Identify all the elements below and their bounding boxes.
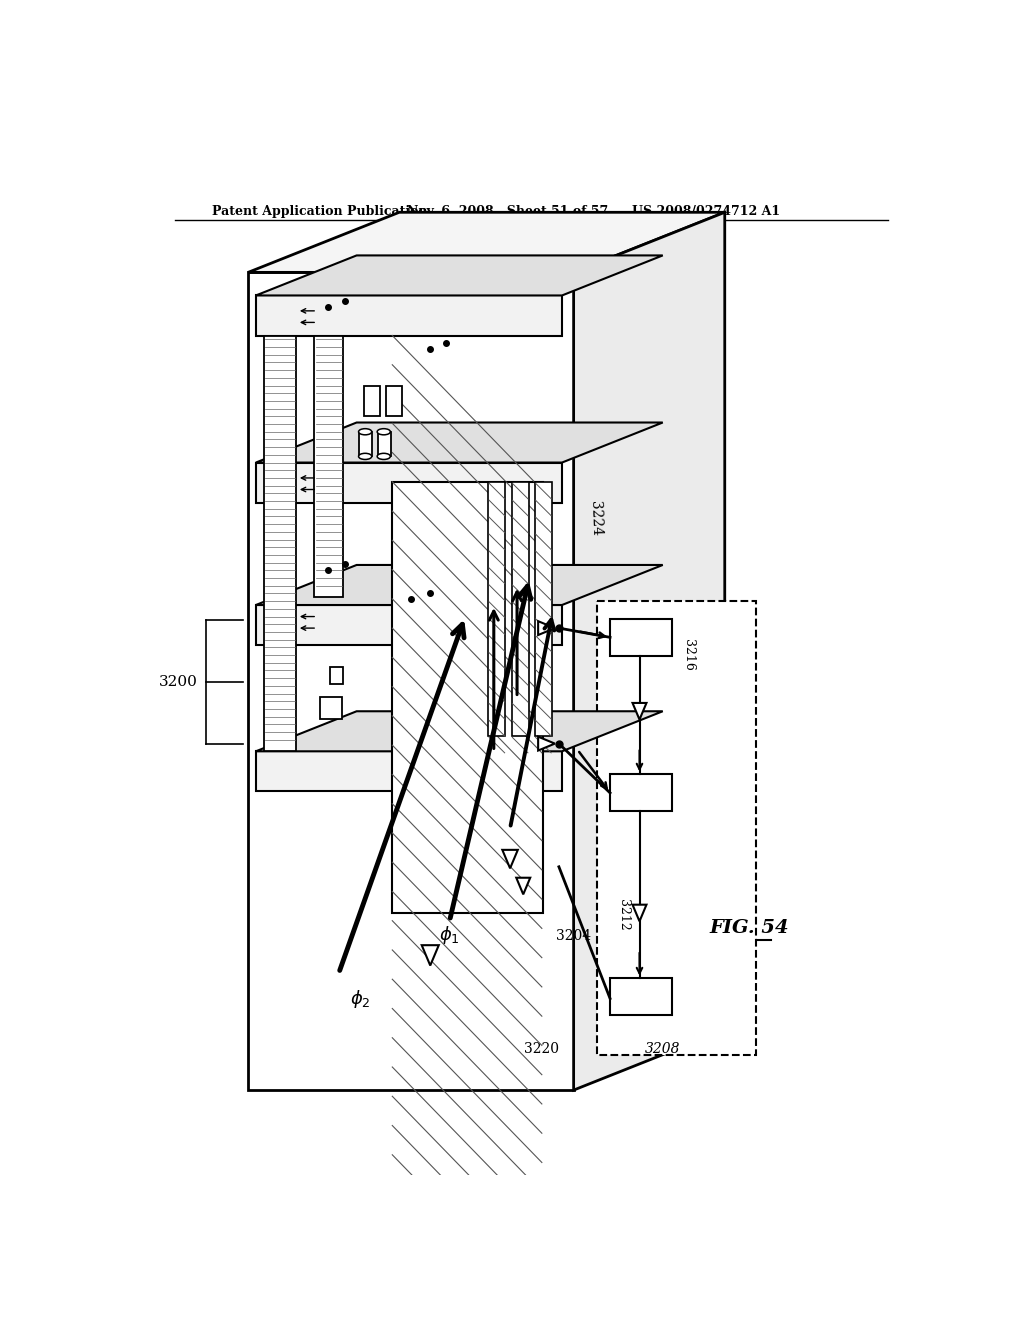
Polygon shape: [248, 213, 725, 272]
Text: $\phi_3$: $\phi_3$: [498, 863, 515, 883]
Bar: [365, 385, 380, 416]
Ellipse shape: [377, 453, 390, 459]
Polygon shape: [516, 878, 530, 895]
Polygon shape: [539, 622, 555, 635]
Text: 3212: 3212: [617, 899, 630, 931]
Bar: [610, 619, 672, 656]
Ellipse shape: [358, 429, 372, 434]
Polygon shape: [256, 711, 663, 751]
Polygon shape: [633, 904, 646, 921]
Text: 3220: 3220: [523, 1043, 558, 1056]
Text: $\phi_1$: $\phi_1$: [439, 924, 460, 945]
Bar: [330, 667, 343, 684]
Text: 3228: 3228: [463, 562, 478, 598]
Bar: [535, 482, 552, 737]
Polygon shape: [539, 737, 555, 751]
Polygon shape: [503, 850, 518, 869]
Text: $\phi_2$: $\phi_2$: [350, 989, 371, 1010]
Bar: [391, 482, 543, 913]
Bar: [488, 482, 506, 737]
Bar: [321, 697, 342, 719]
Polygon shape: [256, 462, 562, 503]
Bar: [610, 775, 672, 812]
Bar: [610, 978, 672, 1015]
Ellipse shape: [377, 429, 390, 434]
Text: 3224: 3224: [588, 502, 603, 536]
Polygon shape: [256, 296, 562, 335]
Ellipse shape: [358, 453, 372, 459]
Bar: [378, 432, 391, 457]
Bar: [263, 335, 296, 751]
Bar: [597, 601, 756, 1056]
Polygon shape: [422, 945, 438, 965]
Polygon shape: [256, 256, 663, 296]
Polygon shape: [256, 565, 663, 605]
Polygon shape: [256, 422, 663, 462]
Bar: [359, 432, 372, 457]
Polygon shape: [248, 272, 573, 1090]
Bar: [386, 385, 401, 416]
Polygon shape: [256, 605, 562, 645]
Text: Patent Application Publication: Patent Application Publication: [212, 205, 427, 218]
Polygon shape: [573, 213, 725, 1090]
Text: Nov. 6, 2008   Sheet 51 of 57: Nov. 6, 2008 Sheet 51 of 57: [407, 205, 608, 218]
Text: 3208: 3208: [645, 1043, 681, 1056]
Text: 3204: 3204: [556, 929, 591, 942]
Polygon shape: [256, 751, 562, 792]
Bar: [512, 482, 528, 737]
Text: US 2008/0274712 A1: US 2008/0274712 A1: [632, 205, 780, 218]
Text: 3200: 3200: [159, 675, 198, 689]
Polygon shape: [633, 704, 646, 719]
Bar: [314, 335, 343, 597]
Text: 3216: 3216: [682, 639, 695, 671]
Text: FIG. 54: FIG. 54: [710, 920, 788, 937]
